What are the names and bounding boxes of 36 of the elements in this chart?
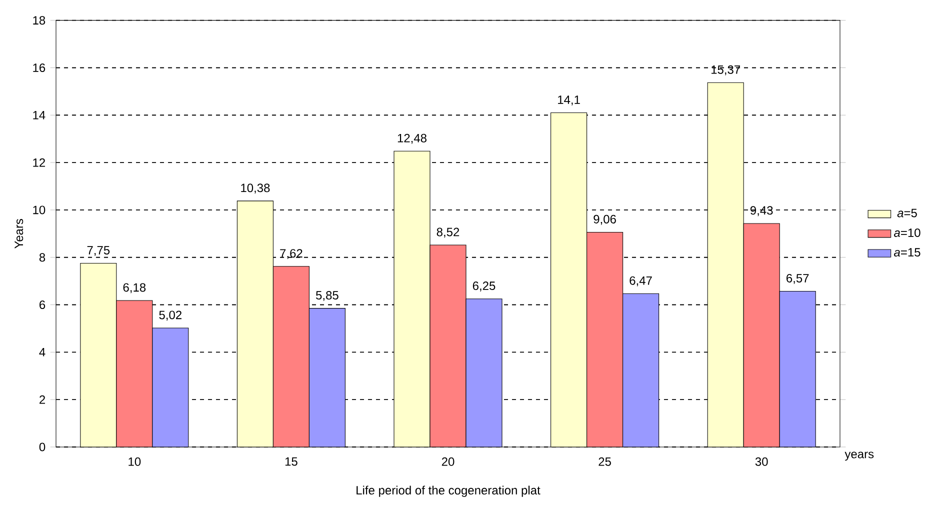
- y-axis-title: Years: [14, 218, 24, 249]
- data-label: 5,02: [159, 310, 182, 321]
- y-tick-label: 18: [33, 16, 46, 25]
- x-tick-label: 15: [285, 457, 298, 466]
- data-label: 6,47: [630, 276, 652, 286]
- data-label: 15,37: [712, 65, 740, 76]
- data-label: 6,57: [786, 274, 809, 284]
- legend-label: a=10: [894, 228, 920, 237]
- data-label: 8,52: [436, 228, 460, 238]
- data-label: 12,48: [398, 134, 426, 144]
- y-tick-label: 0: [39, 442, 46, 452]
- y-tick-label: 4: [39, 348, 46, 356]
- y-tick-label: 2: [40, 395, 45, 404]
- data-label: 6,18: [123, 283, 146, 294]
- x-tick-label: 25: [598, 457, 611, 466]
- x-tick-label: 30: [755, 457, 768, 466]
- y-tick-label: 14: [33, 111, 46, 120]
- data-label: 5,85: [316, 291, 338, 301]
- data-label: 7,62: [280, 249, 302, 259]
- y-tick-label: 16: [33, 63, 46, 72]
- data-label: 10,38: [241, 184, 270, 194]
- y-tick-label: 12: [33, 158, 45, 167]
- x-tick-label: 10: [128, 457, 141, 466]
- y-tick-label: 10: [33, 206, 46, 214]
- y-tick-label: 6: [40, 300, 46, 310]
- data-label: 9,43: [750, 206, 773, 216]
- legend-label: a=5: [897, 208, 917, 218]
- data-label: 14,1: [558, 96, 580, 106]
- data-label: 6,25: [472, 282, 496, 292]
- data-label: 9,06: [594, 214, 616, 225]
- x-axis-title: Life period of the cogeneration plat: [356, 486, 540, 497]
- legend-label: a=15: [894, 248, 920, 257]
- y-tick-label: 8: [39, 253, 46, 262]
- text: years: [844, 452, 874, 461]
- data-label: 7,75: [87, 246, 110, 256]
- x-tick-label: 20: [442, 457, 454, 466]
